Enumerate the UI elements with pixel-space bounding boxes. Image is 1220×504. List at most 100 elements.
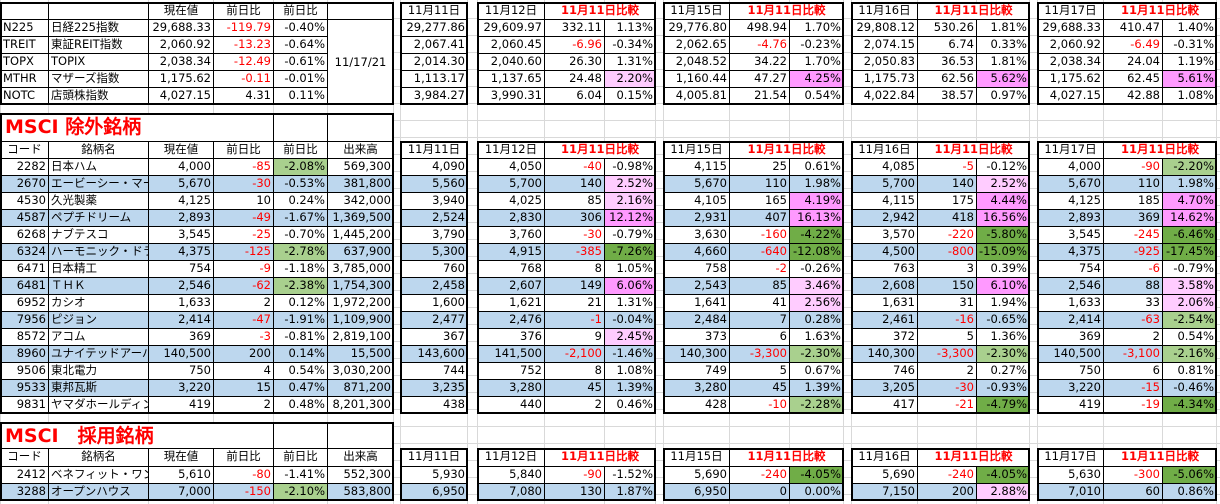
- comparison-pct-cell[interactable]: 0.28%: [789, 311, 844, 329]
- comparison-pct-cell[interactable]: -15.09%: [976, 243, 1030, 261]
- comparison-pct-cell[interactable]: 4.19%: [789, 192, 844, 210]
- stock-change-cell[interactable]: 200: [213, 345, 274, 363]
- comparison-price-cell[interactable]: 4,115: [851, 192, 918, 210]
- column-header[interactable]: 出来高: [327, 141, 394, 159]
- comparison-diff-cell[interactable]: 6.04: [544, 87, 605, 105]
- comparison-diff-cell[interactable]: -800: [917, 243, 977, 261]
- stock-code-cell[interactable]: 9506: [0, 362, 49, 380]
- comparison-diff-cell[interactable]: -2,100: [544, 345, 605, 363]
- comparison-pct-cell[interactable]: 0.00%: [789, 483, 844, 501]
- comparison-pct-cell[interactable]: 3.58%: [1162, 277, 1217, 295]
- comparison-price-cell[interactable]: 2,048.52: [663, 53, 730, 71]
- index-name-cell[interactable]: 東証REIT指数: [48, 36, 149, 54]
- comparison-price-cell[interactable]: 419: [1037, 396, 1104, 414]
- comparison-price-cell[interactable]: 1,137.65: [477, 70, 545, 88]
- comparison-diff-cell[interactable]: 24.04: [1103, 53, 1163, 71]
- comparison-price-cell[interactable]: 758: [663, 260, 730, 278]
- stock-price-cell[interactable]: 2,414: [148, 311, 214, 329]
- comparison-diff-cell[interactable]: -16: [917, 311, 977, 329]
- top-header-cell[interactable]: 現在値: [148, 2, 214, 20]
- comparison-pct-cell[interactable]: -2.30%: [789, 345, 844, 363]
- comparison-date-header[interactable]: 11月12日: [477, 448, 545, 467]
- empty-cell[interactable]: [327, 422, 394, 449]
- stock-change-cell[interactable]: 15: [213, 379, 274, 397]
- comparison-diff-cell[interactable]: -3,100: [1103, 345, 1163, 363]
- comparison-pct-cell[interactable]: 1.31%: [604, 53, 656, 71]
- index-code-cell[interactable]: NOTC: [0, 87, 49, 105]
- index-name-cell[interactable]: 日経225指数: [48, 19, 149, 37]
- comparison-pct-cell[interactable]: -0.98%: [604, 158, 656, 176]
- stock-price-cell[interactable]: 5,610: [148, 466, 214, 484]
- comparison-diff-cell[interactable]: 36.53: [917, 53, 977, 71]
- stock-change-cell[interactable]: -3: [213, 328, 274, 346]
- stock-price-cell[interactable]: 754: [148, 260, 214, 278]
- comparison-pct-cell[interactable]: -17.45%: [1162, 243, 1217, 261]
- stock-name-cell[interactable]: ナブテスコ: [48, 226, 149, 244]
- stock-change-cell[interactable]: -125: [213, 243, 274, 261]
- stock-code-cell[interactable]: 6952: [0, 294, 49, 312]
- comparison-diff-cell[interactable]: -160: [729, 226, 790, 244]
- comparison-pct-cell[interactable]: -1.46%: [604, 345, 656, 363]
- comparison-pct-cell[interactable]: 16.13%: [789, 209, 844, 227]
- stock-change-cell[interactable]: -49: [213, 209, 274, 227]
- index-price-cell[interactable]: 2,060.92: [148, 36, 214, 54]
- comparison-pct-cell[interactable]: 0.46%: [604, 396, 656, 414]
- comparison-pct-cell[interactable]: 0.54%: [1162, 328, 1217, 346]
- index-code-cell[interactable]: TOPX: [0, 53, 49, 71]
- comparison-price-cell[interactable]: 140,500: [1037, 345, 1104, 363]
- stock-name-cell[interactable]: ベネフィット・ワン: [48, 466, 149, 484]
- comparison-diff-cell[interactable]: 42.88: [1103, 87, 1163, 105]
- column-header[interactable]: 前日比: [273, 448, 328, 467]
- index-change-pct-cell[interactable]: -0.61%: [273, 53, 328, 71]
- comparison-price-cell[interactable]: 3,220: [1037, 379, 1104, 397]
- comparison-price-cell[interactable]: 2,546: [1037, 277, 1104, 295]
- comparison-pct-cell[interactable]: -0.79%: [604, 226, 656, 244]
- stock-name-cell[interactable]: ＴＨＫ: [48, 277, 149, 295]
- comparison-diff-cell[interactable]: 332.11: [544, 19, 605, 37]
- comparison-price-cell[interactable]: 2,893: [1037, 209, 1104, 227]
- comparison-pct-cell[interactable]: -2.16%: [1162, 345, 1217, 363]
- top-header-cell[interactable]: 前日比: [273, 2, 328, 20]
- stock-code-cell[interactable]: 8960: [0, 345, 49, 363]
- top-header-cell[interactable]: [327, 2, 394, 20]
- top-header-cell[interactable]: 前日比: [213, 2, 274, 20]
- comparison-price-cell[interactable]: 2,414: [1037, 311, 1104, 329]
- comparison-diff-cell[interactable]: -2: [729, 260, 790, 278]
- comparison-diff-cell[interactable]: -19: [1103, 396, 1163, 414]
- index-name-cell[interactable]: マザーズ指数: [48, 70, 149, 88]
- stock-code-cell[interactable]: 4530: [0, 192, 49, 210]
- stock-code-cell[interactable]: 6481: [0, 277, 49, 295]
- comparison-diff-cell[interactable]: 31: [917, 294, 977, 312]
- comparison-pct-cell[interactable]: 0.86%: [1162, 483, 1217, 501]
- stock-code-cell[interactable]: 9831: [0, 396, 49, 414]
- stock-price-cell[interactable]: 2,546: [148, 277, 214, 295]
- stock-name-cell[interactable]: 日本ハム: [48, 158, 149, 176]
- comparison-date-header[interactable]: 11月16日: [851, 2, 918, 20]
- stock-change-cell[interactable]: 2: [213, 396, 274, 414]
- comparison-pct-cell[interactable]: -4.22%: [789, 226, 844, 244]
- comparison-pct-cell[interactable]: -0.31%: [1162, 36, 1217, 54]
- stock-name-cell[interactable]: アコム: [48, 328, 149, 346]
- comparison-diff-cell[interactable]: 110: [1103, 175, 1163, 193]
- stock-change-pct-cell[interactable]: -2.08%: [273, 158, 328, 176]
- column-header[interactable]: 現在値: [148, 448, 214, 467]
- comparison-price-cell[interactable]: 750: [1037, 362, 1104, 380]
- stock-code-cell[interactable]: 9533: [0, 379, 49, 397]
- comparison-pct-cell[interactable]: 1.98%: [789, 175, 844, 193]
- comparison-diff-cell[interactable]: 25: [729, 158, 790, 176]
- comparison-price-cell[interactable]: 2,543: [663, 277, 730, 295]
- column-header[interactable]: 前日比: [213, 448, 274, 467]
- comparison-pct-cell[interactable]: 1.81%: [976, 53, 1030, 71]
- comparison-diff-cell[interactable]: 26.30: [544, 53, 605, 71]
- comparison-date-header[interactable]: 11月16日: [851, 448, 918, 467]
- comparison-pct-cell[interactable]: 1.70%: [789, 53, 844, 71]
- stock-price-cell[interactable]: 4,375: [148, 243, 214, 261]
- comparison-price-cell[interactable]: 2,060.92: [1037, 36, 1104, 54]
- comparison-price-cell[interactable]: 5,630: [1037, 466, 1104, 484]
- base-price-cell[interactable]: 143,600: [400, 345, 468, 363]
- comparison-price-cell[interactable]: 4,125: [1037, 192, 1104, 210]
- comparison-label-header[interactable]: 11月11日比較: [729, 2, 844, 20]
- comparison-price-cell[interactable]: 746: [851, 362, 918, 380]
- comparison-label-header[interactable]: 11月11日比較: [1103, 141, 1217, 159]
- comparison-pct-cell[interactable]: 0.33%: [976, 36, 1030, 54]
